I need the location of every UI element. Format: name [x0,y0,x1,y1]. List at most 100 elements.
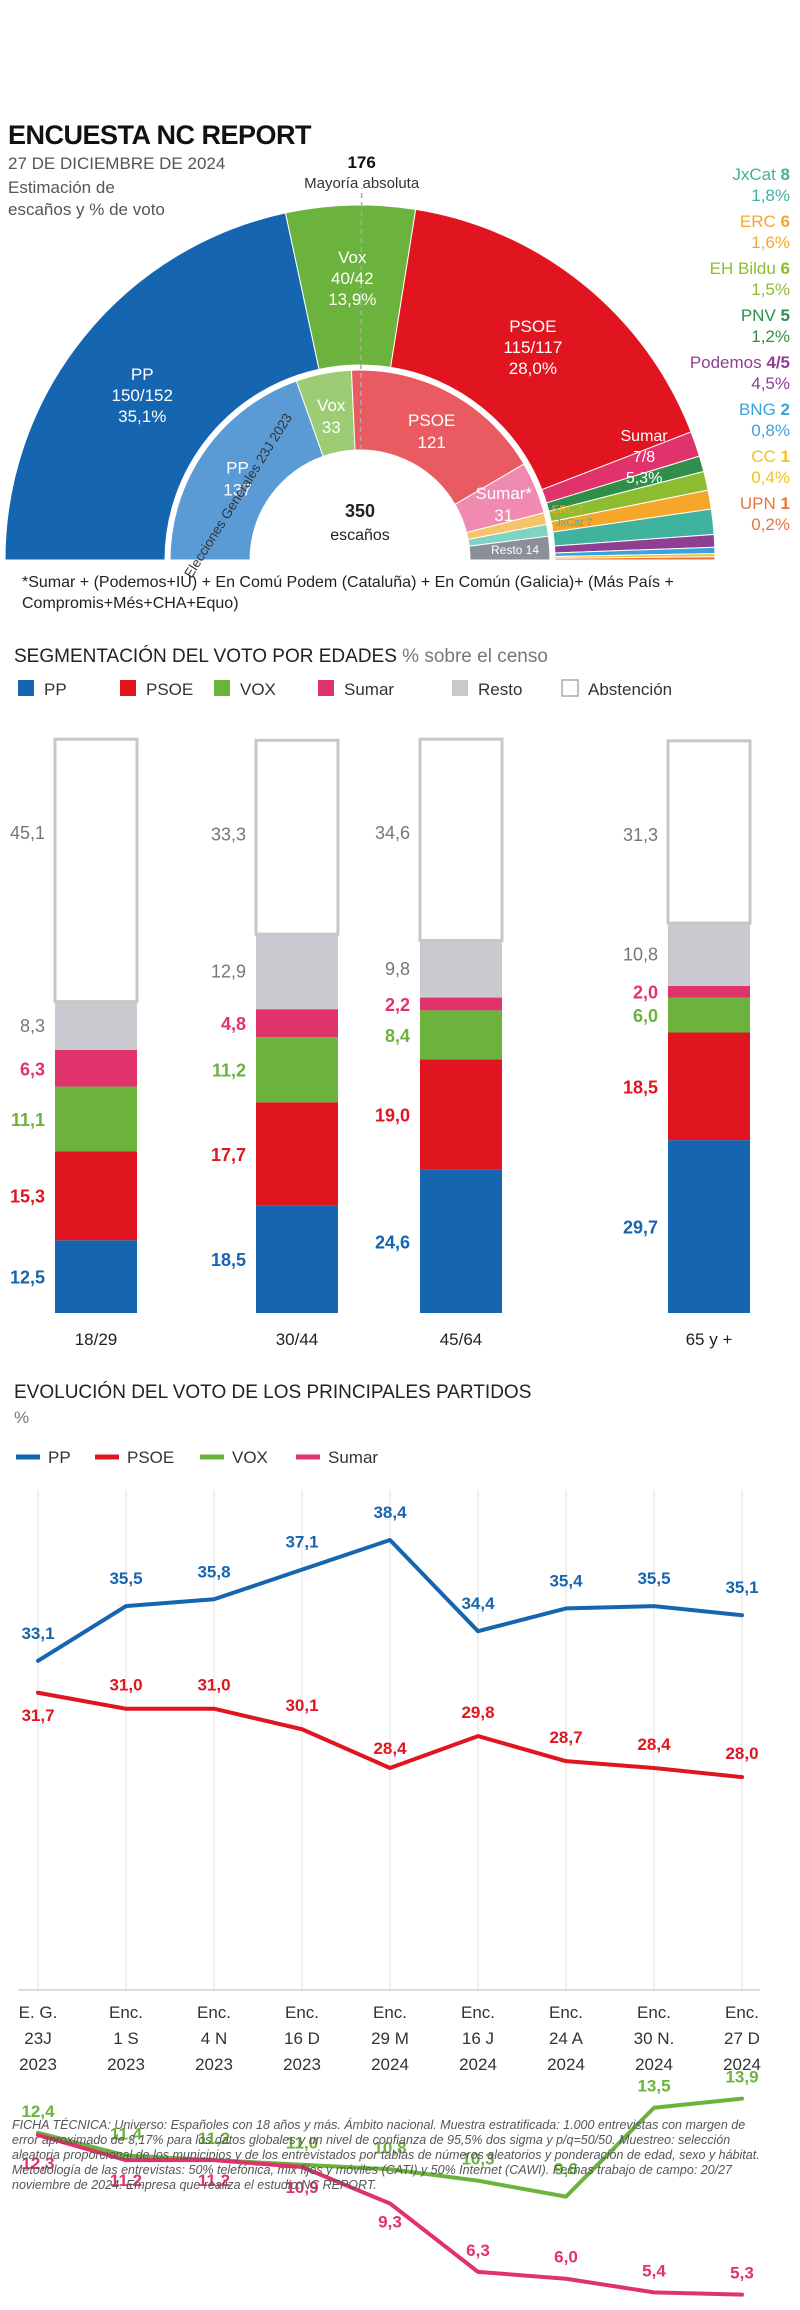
survey-date: 27 DE DICIEMBRE DE 2024 [8,154,226,173]
evo-point-label-psoe: 31,0 [109,1676,142,1695]
evo-line-sumar [36,2133,744,2297]
evo-point-label-sumar: 6,3 [466,2241,490,2260]
outer-label-sumar: Sumar [621,428,669,445]
age-bar-vox-1 [256,1037,338,1103]
age-value-vox: 8,4 [385,1026,410,1046]
chart-subtitle: Estimación de escaños y % de voto [8,178,165,219]
evo-point-label-sumar: 6,0 [554,2248,578,2267]
age-value-resto: 12,9 [211,962,246,982]
legend-pnv: PNV 5 [741,306,790,325]
legend-vote-podemos: 4,5% [751,374,790,393]
outer-label-vox: 40/42 [331,269,374,288]
age-bar-pp-1 [256,1205,338,1313]
age-category-label: 18/29 [75,1330,118,1349]
evo-x-label-1: Enc. [725,2003,759,2022]
outer-seat-upn [554,556,716,561]
inner-label-vox: Vox [317,396,346,415]
evo-legend-label: PSOE [127,1448,174,1467]
legend-vote-bng: 0,8% [751,421,790,440]
evo-point-label-vox: 9,6 [554,2160,578,2179]
evo-point-label-pp: 35,5 [109,1569,142,1588]
age-legend-swatch-psoe [120,680,136,696]
legend-vote-erc: 1,6% [751,233,790,252]
evo-x-label-2: 30 N. [634,2029,675,2048]
age-value-psoe: 17,7 [211,1145,246,1165]
evo-point-label-psoe: 29,8 [461,1703,494,1722]
total-label: escaños [330,527,390,544]
evo-point-label-vox: 11,4 [110,2125,143,2144]
evo-legend-label: Sumar [328,1448,378,1467]
evo-point-label-sumar: 5,4 [642,2261,666,2280]
age-bar-abstención-0 [53,737,139,1004]
evo-x-label-3: 2024 [547,2055,585,2074]
evo-x-label-3: 2023 [19,2055,57,2074]
majority-label: Mayoría absoluta [304,175,420,192]
evo-x-label-3: 2024 [459,2055,497,2074]
age-bar-pp-2 [420,1169,502,1313]
evo-point-label-psoe: 28,0 [725,1744,758,1763]
age-legend-swatch-pp [18,680,34,696]
legend-vote-upn: 0,2% [751,515,790,534]
inner-label-vox: 33 [322,418,341,437]
total-seats: 350 [345,501,375,521]
evo-legend-label: VOX [232,1448,268,1467]
outer-label-vox: Vox [338,248,367,267]
evo-line-psoe [36,1690,744,1780]
outer-label-psoe: 28,0% [509,359,557,378]
age-value-sumar: 6,3 [20,1059,45,1079]
age-bar-vox-0 [55,1086,137,1152]
age-value-abstención: 33,3 [211,824,246,844]
evo-point-label-psoe: 28,4 [637,1735,671,1754]
evo-point-label-pp: 34,4 [461,1594,495,1613]
age-value-vox: 11,1 [11,1110,45,1130]
outer-label-psoe: 115/117 [503,338,562,357]
age-bar-resto-2 [420,940,502,998]
evo-point-label-psoe: 31,0 [197,1676,230,1695]
legend-cc: CC 1 [751,447,790,466]
inner-label-psoe: PSOE [408,411,455,430]
age-legend-swatch-resto [452,680,468,696]
age-value-vox: 6,0 [633,1006,658,1026]
age-value-abstención: 45,1 [10,823,45,843]
age-legend-label: Sumar [344,680,394,699]
parliament-hemicycle: 176 Mayoría absoluta PP 150/152 35,1% Vox 40/4… [4,153,790,580]
evo-line-vox [36,2096,744,2199]
evo-point-label-sumar: 5,3 [730,2264,754,2283]
inner-seat-resto [468,535,551,561]
age-value-psoe: 19,0 [375,1106,410,1126]
legend-erc: ERC 6 [740,212,790,231]
evo-section-title: EVOLUCIÓN DEL VOTO DE LOS PRINCIPALES PA… [14,1382,532,1403]
inner-label-sumar: 31 [494,506,513,525]
evo-x-label-2: 1 S [113,2029,139,2048]
age-section-title-text: SEGMENTACIÓN DEL VOTO POR EDADES [14,646,397,667]
legend-jxcat: JxCat 8 [732,165,790,184]
evo-point-label-vox: 12,4 [21,2102,55,2121]
inner-label-psoe: 121 [417,433,445,452]
age-value-psoe: 18,5 [623,1077,658,1097]
age-legend-swatch-abstención [561,679,579,697]
legend-vote-pnv: 1,2% [751,327,790,346]
age-value-abstención: 31,3 [623,825,658,845]
age-bar-sumar-0 [55,1049,137,1087]
page-title: ENCUESTA NC REPORT [8,120,312,150]
inner-label-erc: ERC 7 [552,504,584,516]
legend-vote-cc: 0,4% [751,468,790,487]
evo-point-label-vox: 10,3 [461,2150,494,2169]
evo-point-label-psoe: 31,7 [21,1706,54,1725]
evo-point-label-sumar: 12,3 [21,2154,54,2173]
evo-point-label-vox: 13,9 [725,2068,758,2087]
legend-upn: UPN 1 [740,494,790,513]
evo-x-label-2: 4 N [201,2029,227,2048]
sumar-footnote: *Sumar + (Podemos+IU) + En Comú Podem (C… [22,574,674,612]
age-bar-vox-3 [668,997,750,1033]
outer-label-psoe: PSOE [509,317,556,336]
technical-sheet: FICHA TÉCNICA: Universo: Españoles con 1… [12,2118,760,2192]
inner-label-pp: PP [226,458,249,477]
evo-point-label-pp: 35,4 [549,1571,583,1590]
age-category-label: 45/64 [440,1330,483,1349]
age-legend-label: PP [44,680,67,699]
age-legend-label: VOX [240,680,276,699]
outer-label-vox: 13,9% [328,290,376,309]
age-bar-sumar-1 [256,1009,338,1038]
